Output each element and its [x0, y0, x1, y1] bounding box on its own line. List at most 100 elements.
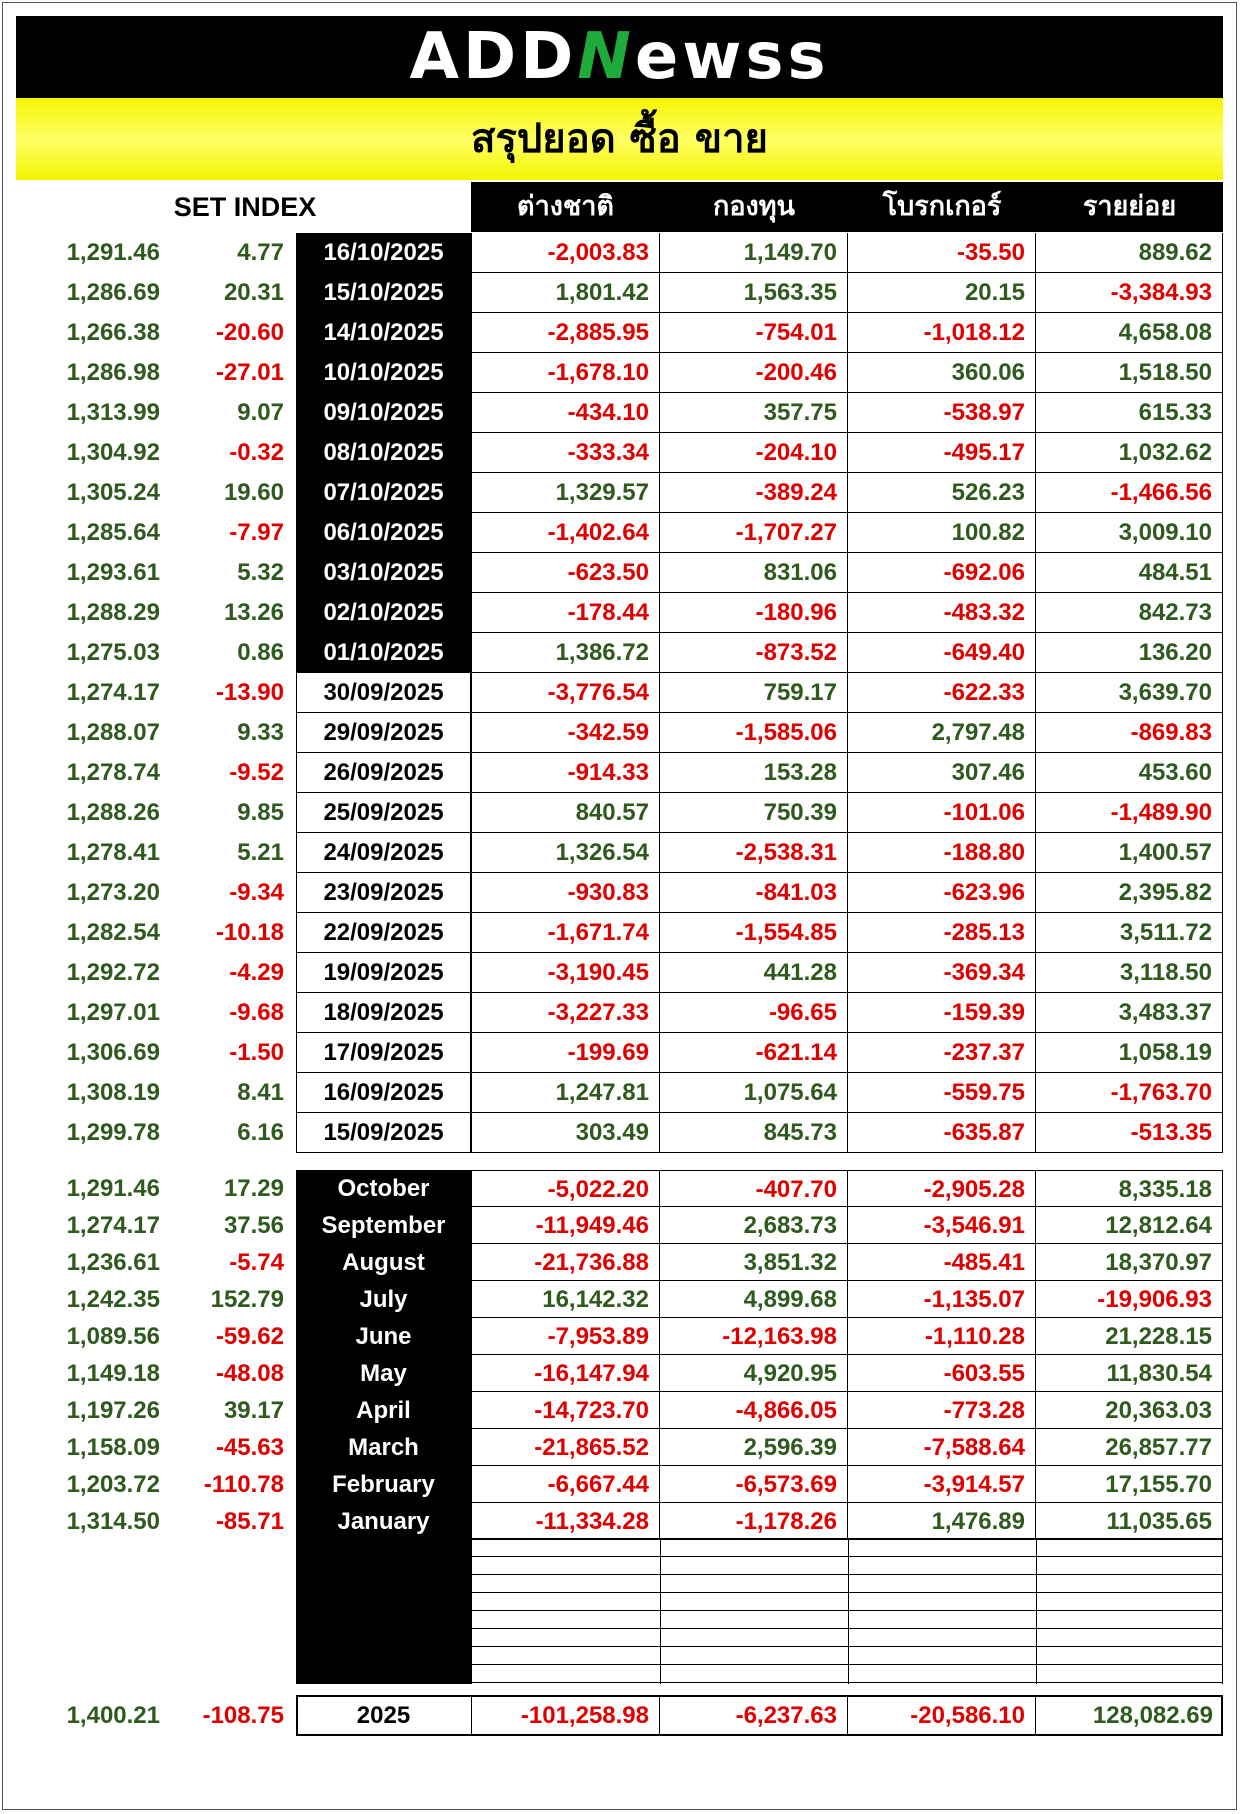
grid-line: [471, 1646, 1223, 1647]
month-label: June: [355, 1323, 412, 1350]
brand-logo-accent: N: [577, 20, 635, 94]
month-label: July: [359, 1286, 408, 1313]
table-row: 1,278.74 -9.52 26/09/2025 -914.33 153.28 307.…: [0, 753, 1241, 793]
foreign-value: -11,949.46: [471, 1207, 660, 1244]
broker-value: 526.23: [848, 473, 1036, 513]
page-title: สรุปยอด ซื้อ ขาย: [471, 116, 768, 162]
month-row: 1,242.35 152.79 July 16,142.32 4,899.68 -1,13…: [0, 1281, 1241, 1318]
table-row: 1,313.99 9.07 09/10/2025 -434.10 357.75 -538.…: [0, 393, 1241, 433]
foreign-value: -434.10: [471, 393, 660, 433]
date-cell: 02/10/2025: [296, 593, 471, 633]
set-index-value: 1,273.20: [66, 879, 160, 906]
date-cell: 10/10/2025: [296, 353, 471, 393]
total-row-values: 1,400.21 -108.75 2025 -101,258.98 -6,237.63-…: [0, 1695, 1241, 1736]
month-label: February: [332, 1471, 435, 1498]
retail-value: 3,483.37: [1036, 993, 1223, 1033]
brand-logo-part3: ewss: [634, 20, 830, 94]
foreign-value: 1,329.57: [471, 473, 660, 513]
set-index-value: 1,158.09: [66, 1434, 160, 1461]
broker-value: -635.87: [848, 1113, 1036, 1153]
fund-value: -1,178.26: [660, 1503, 848, 1540]
broker-value: -3,546.91: [848, 1207, 1036, 1244]
fund-value: -204.10: [660, 433, 848, 473]
retail-value: 3,009.10: [1036, 513, 1223, 553]
set-index-value: 1,242.35: [66, 1286, 160, 1313]
fund-value: -6,573.69: [660, 1466, 848, 1503]
foreign-value: 1,326.54: [471, 833, 660, 873]
month-row: 1,158.09 -45.63 March -21,865.52 2,596.39 -7,…: [0, 1429, 1241, 1466]
set-index-value: 1,299.78: [66, 1119, 160, 1146]
set-index-value: 1,400.21: [66, 1702, 160, 1729]
fund-value: 1,563.35: [660, 273, 848, 313]
broker-value: -2,905.28: [848, 1170, 1036, 1207]
date-cell: 16/10/2025: [296, 233, 471, 273]
month-row: 1,089.56 -59.62 June -7,953.89 -12,163.98 -1,…: [0, 1318, 1241, 1355]
set-index-change: -110.78: [203, 1471, 284, 1498]
month-row: 1,197.26 39.17 April -14,723.70 -4,866.05 -77…: [0, 1392, 1241, 1429]
grid-line: [471, 1682, 1223, 1683]
fund-value: 357.75: [660, 393, 848, 433]
month-column-bg: [296, 1170, 472, 1684]
set-index-change: 4.77: [237, 239, 284, 266]
set-index-change: -4.29: [229, 959, 284, 986]
empty-rows-grid: [471, 1538, 1223, 1684]
date-cell: 18/09/2025: [296, 993, 471, 1033]
set-index-value: 1,266.38: [66, 319, 160, 346]
retail-value: -1,763.70: [1036, 1073, 1223, 1113]
broker-value: -1,135.07: [848, 1281, 1036, 1318]
foreign-value: -342.59: [471, 713, 660, 753]
foreign-value: 1,247.81: [471, 1073, 660, 1113]
table-row: 1,286.69 20.31 15/10/2025 1,801.42 1,563.35 2…: [0, 273, 1241, 313]
date-cell: 26/09/2025: [296, 753, 471, 793]
table-row: 1,288.26 9.85 25/09/2025 840.57 750.39 -101.0…: [0, 793, 1241, 833]
year-label: 2025: [356, 1702, 411, 1729]
foreign-value: -1,671.74: [471, 913, 660, 953]
set-index-value: 1,291.46: [66, 239, 160, 266]
set-index-value: 1,314.50: [66, 1508, 160, 1535]
set-index-value: 1,286.98: [66, 359, 160, 386]
date-cell: 01/10/2025: [296, 633, 471, 673]
set-index-value: 1,275.03: [66, 639, 160, 666]
table-row: 1,274.17 -13.90 30/09/2025 -3,776.54 759.17-…: [0, 673, 1241, 713]
fund-value: -200.46: [660, 353, 848, 393]
month-label: September: [321, 1212, 446, 1239]
month-row: 1,203.72 -110.78 February -6,667.44 -6,573.6…: [0, 1466, 1241, 1503]
table-row: 1,282.54 -10.18 22/09/2025 -1,671.74 -1,554.…: [0, 913, 1241, 953]
broker-value: -483.32: [848, 593, 1036, 633]
fund-value: 441.28: [660, 953, 848, 993]
set-index-value: 1,304.92: [66, 439, 160, 466]
retail-value: 4,658.08: [1036, 313, 1223, 353]
foreign-value: -21,736.88: [471, 1244, 660, 1281]
set-index-value: 1,288.26: [66, 799, 160, 826]
broker-value: -285.13: [848, 913, 1036, 953]
foreign-value: 16,142.32: [471, 1281, 660, 1318]
foreign-total: -101,258.98: [471, 1695, 660, 1736]
foreign-value: -11,334.28: [471, 1503, 660, 1540]
foreign-value: 303.49: [471, 1113, 660, 1153]
retail-value: 12,812.64: [1036, 1207, 1223, 1244]
broker-value: -188.80: [848, 833, 1036, 873]
date-cell: 15/09/2025: [296, 1113, 471, 1153]
table-row: 1,291.46 4.77 16/10/2025 -2,003.83 1,149.70-…: [0, 233, 1241, 273]
set-index-value: 1,089.56: [66, 1323, 160, 1350]
set-index-change: -1.50: [229, 1039, 284, 1066]
table-row: 1,305.24 19.60 07/10/2025 1,329.57 -389.24 52…: [0, 473, 1241, 513]
column-header-fund: กองทุน: [712, 191, 795, 222]
month-row: 1,291.46 17.29 October -5,022.20 -407.70 -2,9…: [0, 1170, 1241, 1207]
month-label: August: [342, 1249, 425, 1276]
retail-value: 842.73: [1036, 593, 1223, 633]
fund-value: 845.73: [660, 1113, 848, 1153]
foreign-value: -178.44: [471, 593, 660, 633]
fund-value: 1,149.70: [660, 233, 848, 273]
grid-line: [471, 1664, 1223, 1665]
set-index-change: -9.52: [229, 759, 284, 786]
set-index-value: 1,306.69: [66, 1039, 160, 1066]
set-index-value: 1,288.29: [66, 599, 160, 626]
grid-line: [471, 1628, 1223, 1629]
fund-value: 1,075.64: [660, 1073, 848, 1113]
fund-value: 750.39: [660, 793, 848, 833]
fund-value: -621.14: [660, 1033, 848, 1073]
broker-value: -538.97: [848, 393, 1036, 433]
date-cell: 03/10/2025: [296, 553, 471, 593]
